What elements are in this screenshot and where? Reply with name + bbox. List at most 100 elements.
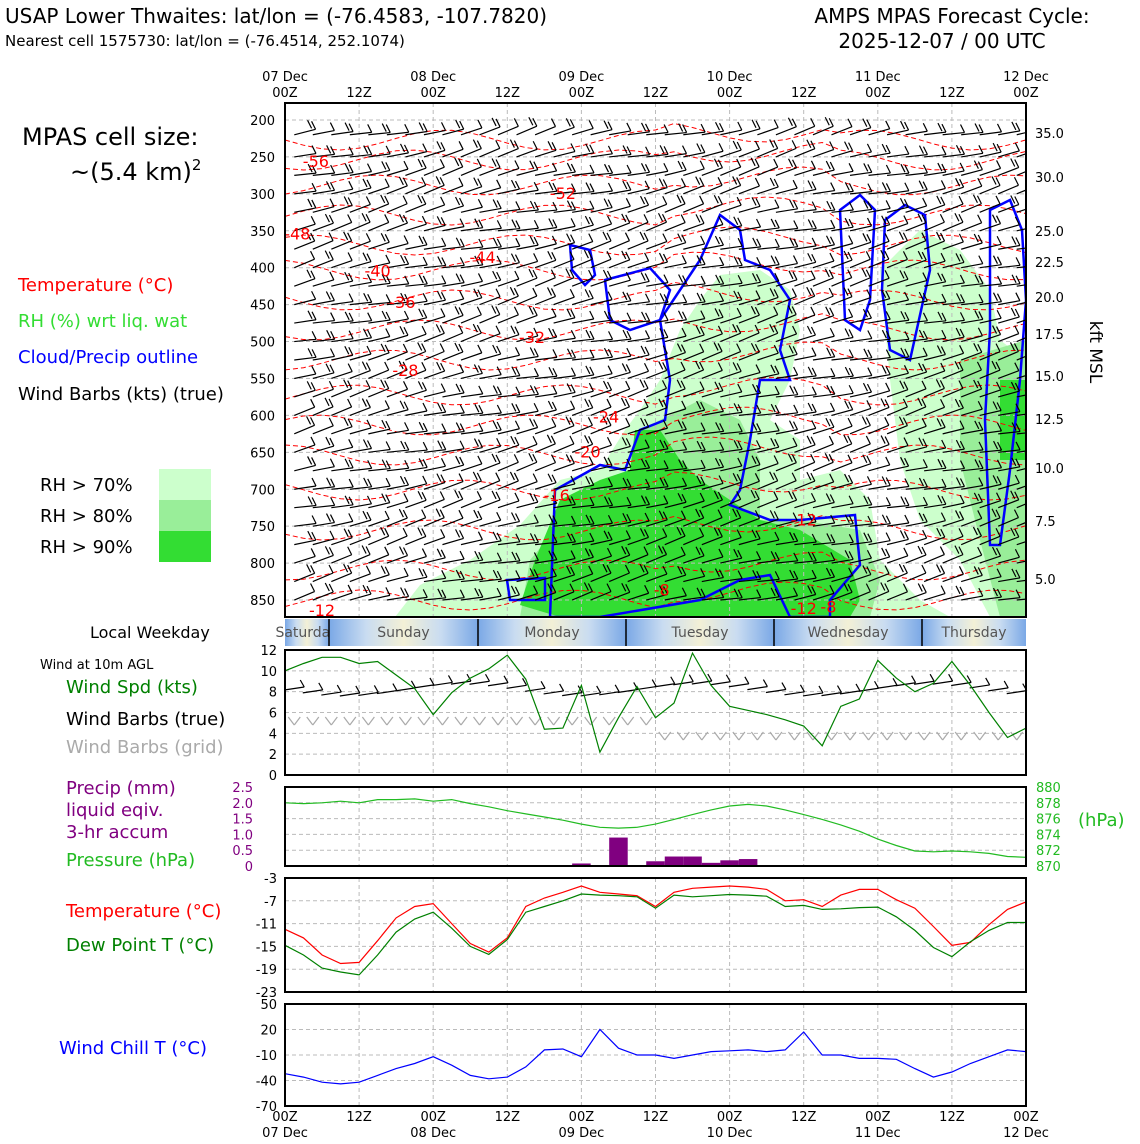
wind-barb	[646, 477, 669, 490]
wind-barb	[664, 160, 687, 176]
wind-barb	[831, 349, 854, 361]
legend-wind-speed: Wind Spd (kts)	[66, 677, 198, 698]
temperature-label: -32	[519, 328, 545, 347]
wind-barb	[701, 457, 725, 472]
wind-barb	[572, 514, 595, 527]
wind-barb	[349, 565, 371, 583]
wind-barb	[423, 141, 446, 158]
wind-barb	[757, 272, 780, 287]
wind-barb	[368, 343, 390, 361]
wind-barb	[608, 213, 631, 232]
wind-barb	[1016, 189, 1026, 195]
wind-barb	[627, 214, 649, 232]
wind-barb	[349, 477, 373, 490]
wind-barb	[831, 141, 854, 158]
wind-barb	[386, 176, 408, 195]
wind-barb	[757, 158, 779, 176]
wind-barb	[646, 145, 669, 158]
wind-barb	[646, 274, 669, 287]
wind-barb	[1016, 467, 1026, 472]
wind-barb	[868, 349, 891, 361]
wind-barb	[553, 400, 576, 416]
wind-barb	[368, 178, 390, 195]
wind-barb	[646, 212, 668, 232]
wind-barb	[720, 307, 742, 324]
bottom-date-label: 07 Dec	[262, 1126, 308, 1140]
wind-barb	[479, 531, 502, 546]
wind-barb	[386, 567, 409, 583]
wind-barb	[923, 379, 945, 398]
wind-barb	[368, 587, 391, 601]
wind-barb	[849, 416, 871, 435]
grid-wind-barb	[676, 731, 690, 741]
cross-section-grid	[285, 103, 1026, 617]
wind-barb	[423, 458, 447, 472]
wind-barb	[460, 177, 483, 195]
wind-barb	[775, 453, 797, 472]
weekday-label: Local Weekday	[90, 623, 210, 642]
wind-barb	[608, 232, 630, 250]
temperature-contour	[285, 406, 1026, 436]
wind-barb	[1016, 355, 1026, 361]
wind-barb	[497, 118, 519, 136]
wind-barb	[405, 421, 428, 435]
wind-barb	[590, 398, 612, 416]
wind-barb	[683, 459, 706, 472]
wind-barb	[312, 513, 336, 527]
wind-barb	[534, 400, 557, 416]
wind-barb	[812, 367, 836, 380]
windchill-ytick: 20	[260, 1024, 277, 1039]
surface-wind-barb	[821, 685, 843, 697]
wind-barb	[646, 545, 668, 564]
wind-barb	[534, 385, 558, 398]
wind-barb	[627, 439, 650, 453]
wind-barb	[979, 142, 1002, 158]
wind-barb	[701, 548, 724, 564]
temperature-label: -12	[309, 601, 335, 620]
wind-barb	[979, 459, 1003, 472]
temperature-label: -44	[470, 248, 496, 267]
wind-barb	[442, 290, 465, 306]
wind-barb	[720, 275, 743, 287]
height-tick: 35.0	[1035, 127, 1064, 142]
precip-bar	[609, 837, 628, 866]
wind-barb	[331, 563, 353, 583]
temperature-ytick: -7	[264, 895, 277, 910]
legend-pressure: Pressure (hPa)	[66, 850, 195, 871]
wind-barb	[942, 545, 964, 564]
wind-barb	[849, 400, 872, 416]
wind-barb	[979, 123, 1003, 136]
wind-barb	[553, 367, 576, 380]
wind-barb	[831, 250, 853, 269]
wind-speed-ytick: 10	[260, 665, 277, 680]
wind-barb	[868, 476, 891, 490]
wind-barb	[738, 473, 760, 490]
wind-barb	[812, 453, 834, 472]
wind-barb	[923, 439, 947, 453]
wind-barb	[349, 584, 372, 601]
grid-wind-barb	[343, 716, 357, 726]
wind-barb	[331, 439, 354, 453]
temperature-label: -56	[303, 152, 329, 171]
wind-barb	[683, 160, 705, 176]
wind-barb	[886, 365, 909, 380]
wind-barb	[924, 495, 947, 509]
top-hour-label: 12Z	[791, 86, 817, 101]
wind-barb	[423, 473, 446, 490]
wind-barb	[479, 237, 502, 250]
top-hour-label: 00Z	[272, 86, 298, 101]
wind-barb	[553, 330, 576, 343]
wind-barb	[720, 176, 742, 195]
wind-barb	[905, 418, 927, 435]
wind-barb	[386, 459, 410, 472]
wind-barb	[497, 139, 519, 158]
wind-barb	[572, 310, 595, 324]
wind-barb	[571, 417, 593, 435]
wind-barb	[997, 325, 1020, 343]
wind-barb	[497, 160, 520, 176]
wind-barb	[386, 493, 409, 509]
subtitle-left: Nearest cell 1575730: lat/lon = (-76.451…	[5, 32, 405, 50]
bottom-hour-label: 00Z	[717, 1110, 743, 1125]
wind-barb	[775, 385, 799, 398]
